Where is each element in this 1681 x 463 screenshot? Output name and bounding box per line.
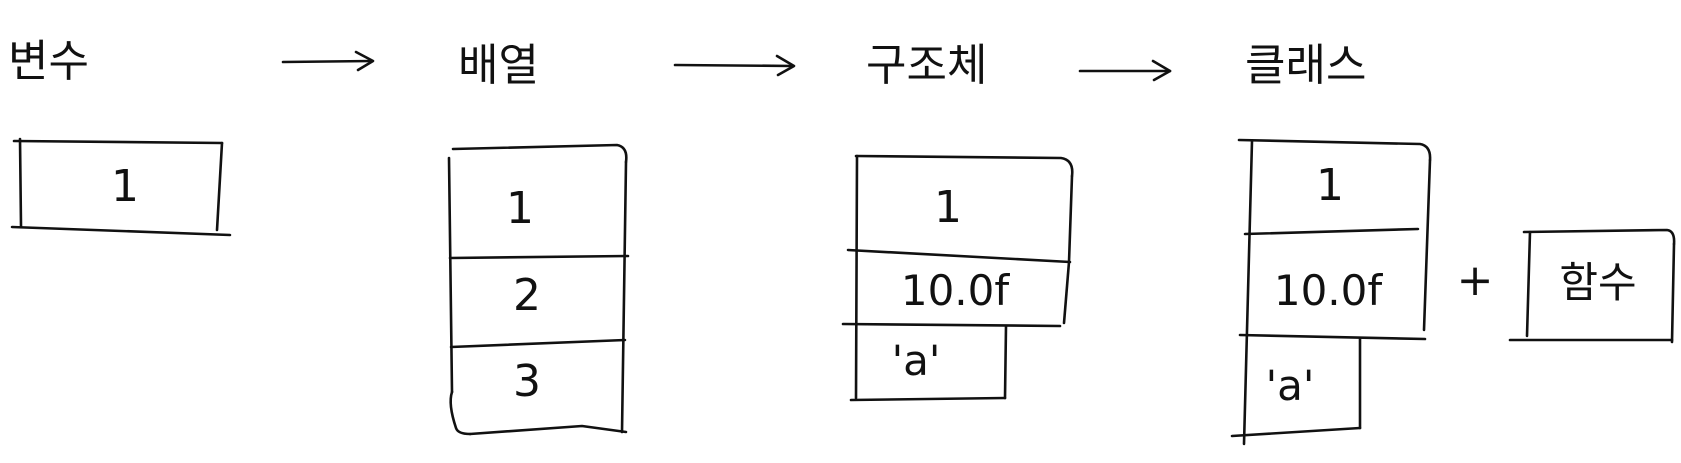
struct-cell-0: 1 xyxy=(934,182,962,233)
array-cell-2: 3 xyxy=(513,356,541,407)
arrow-variable-to-array xyxy=(281,50,375,72)
array-cell-0: 1 xyxy=(506,183,534,234)
struct-box xyxy=(841,154,1074,402)
class-cell-1: 10.0f xyxy=(1274,266,1384,315)
stage-title-class: 클래스 xyxy=(1245,40,1366,91)
class-cell-0: 1 xyxy=(1316,160,1344,211)
array-cell-1: 2 xyxy=(513,270,541,321)
arrow-struct-to-class xyxy=(1078,59,1172,82)
function-box xyxy=(1508,228,1676,344)
struct-cell-2: 'a' xyxy=(892,336,941,385)
class-cell-2: 'a' xyxy=(1266,361,1315,410)
stage-title-struct: 구조체 xyxy=(866,40,987,91)
stage-title-variable: 변수 xyxy=(8,36,89,87)
array-box xyxy=(447,143,630,436)
function-label: 함수 xyxy=(1559,258,1636,307)
variable-box xyxy=(10,137,232,237)
plus-sign: + xyxy=(1457,255,1494,306)
stage-title-array: 배열 xyxy=(458,40,539,91)
variable-cell-value: 1 xyxy=(111,161,139,212)
arrow-array-to-struct xyxy=(673,54,796,77)
struct-cell-1: 10.0f xyxy=(901,266,1011,315)
class-box xyxy=(1230,138,1432,446)
